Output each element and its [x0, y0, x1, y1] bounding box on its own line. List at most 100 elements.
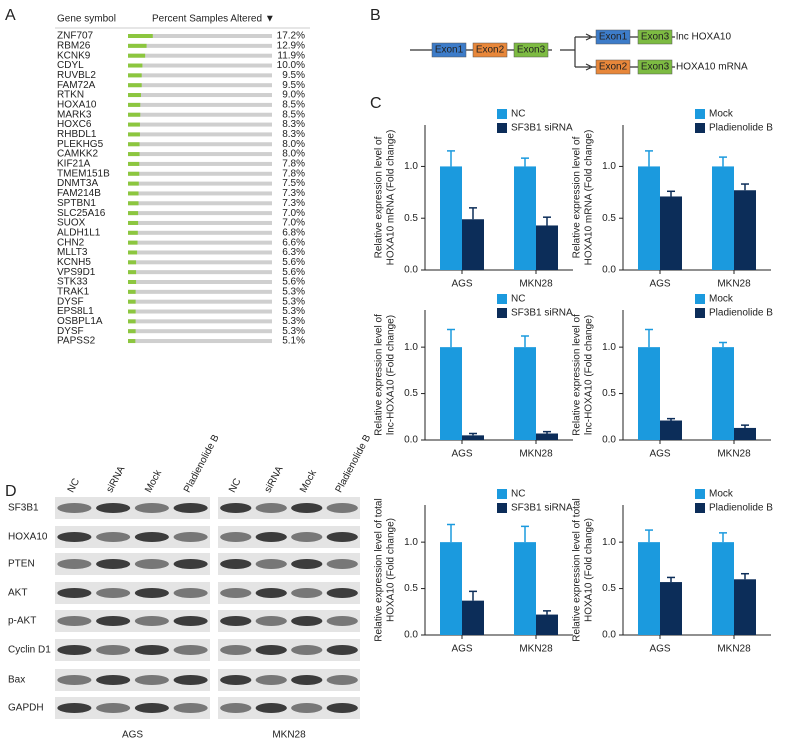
bar: [536, 614, 558, 635]
bar: [128, 73, 142, 78]
blot-band: [96, 532, 131, 542]
exon-box: [637, 59, 673, 75]
gene-label: DYSF: [57, 296, 84, 307]
blot-band: [173, 503, 208, 513]
bar: [128, 83, 142, 88]
value-label: 5.6%: [282, 277, 305, 288]
legend-swatch: [695, 123, 705, 133]
gene-label: RHBDL1: [57, 129, 97, 140]
exon-box: [513, 42, 549, 58]
gene-label: TMEM151B: [57, 168, 110, 179]
legend-swatch: [695, 489, 705, 499]
legend-label: Pladienolide B: [709, 503, 773, 514]
gene-label: OSBPL1A: [57, 316, 103, 327]
y-tick-label: 0.5: [404, 213, 418, 224]
column-header: Percent Samples Altered ▼: [152, 14, 275, 25]
x-tick-label: AGS: [649, 644, 670, 655]
blot-strip: [55, 526, 210, 548]
value-label: 7.5%: [282, 178, 305, 189]
gene-label: CDYL: [57, 60, 84, 71]
exon-box: [472, 42, 508, 58]
protein-label: HOXA10: [8, 532, 48, 543]
y-axis-label: Relative expression level of total: [572, 498, 583, 641]
x-tick-label: MKN28: [519, 449, 553, 460]
blot-band: [96, 616, 131, 626]
blot-strip: [55, 669, 210, 691]
bar: [128, 270, 137, 275]
y-tick-label: 0.0: [404, 435, 418, 446]
bar: [462, 600, 484, 635]
bar: [440, 347, 462, 440]
track: [128, 122, 272, 127]
gene-label: RBM26: [57, 40, 91, 51]
gene-label: FAM214B: [57, 188, 101, 199]
value-label: 7.8%: [282, 159, 305, 170]
gene-label: DYSF: [57, 326, 84, 337]
value-label: 11.9%: [277, 50, 305, 61]
blot-strip: [55, 697, 210, 719]
bar: [462, 219, 484, 270]
blot-strip: [218, 526, 360, 548]
bar: [128, 220, 139, 225]
blot-band: [326, 503, 358, 513]
gene-label: DNMT3A: [57, 178, 98, 189]
bar: [734, 190, 756, 270]
blot-band: [220, 532, 252, 542]
bar: [514, 347, 536, 440]
blot-band: [326, 675, 358, 685]
blot-band: [255, 503, 287, 513]
blot-band: [57, 532, 92, 542]
bar: [660, 196, 682, 270]
y-axis-label: HOXA10 mRNA (Fold change): [584, 130, 595, 266]
gene-label: MARK3: [57, 109, 92, 120]
bar: [712, 542, 734, 635]
track: [128, 309, 272, 314]
track: [128, 142, 272, 147]
bar: [440, 166, 462, 270]
bar: [128, 230, 138, 235]
track: [128, 299, 272, 304]
blot-band: [134, 532, 169, 542]
protein-label: GAPDH: [8, 703, 44, 714]
blot-band: [291, 645, 323, 655]
track: [128, 102, 272, 107]
blot-band: [326, 703, 358, 713]
group-label: MKN28: [272, 730, 306, 741]
blot-strip: [55, 610, 210, 632]
bar: [128, 53, 146, 58]
y-tick-label: 1.0: [602, 342, 616, 353]
bar: [128, 191, 139, 196]
blot-band: [255, 559, 287, 569]
value-label: 9.5%: [282, 70, 305, 81]
blot-band: [57, 703, 92, 713]
value-label: 5.6%: [282, 267, 305, 278]
value-label: 7.0%: [282, 218, 305, 229]
exon-label: Exon3: [517, 45, 546, 56]
y-tick-label: 0.5: [404, 583, 418, 594]
bar: [712, 347, 734, 440]
legend-label: SF3B1 siRNA: [511, 308, 573, 319]
gene-label: SLC25A16: [57, 208, 106, 219]
x-tick-label: AGS: [451, 279, 472, 290]
blot-band: [96, 703, 131, 713]
legend-swatch: [497, 109, 507, 119]
exon-box: [595, 29, 631, 45]
legend-label: NC: [511, 489, 525, 500]
value-label: 6.8%: [282, 227, 305, 238]
y-tick-label: 0.0: [602, 265, 616, 276]
bar: [128, 309, 136, 314]
exon-box: [637, 29, 673, 45]
gene-label: HOXA10: [57, 100, 97, 111]
track: [128, 270, 272, 275]
gene-label: RTKN: [57, 90, 84, 101]
track: [128, 211, 272, 216]
bar: [128, 181, 139, 186]
gene-label: HOXC6: [57, 119, 92, 130]
blot-strip: [55, 497, 210, 519]
track: [128, 280, 272, 284]
legend-label: Pladienolide B: [709, 123, 773, 134]
gene-label: PLEKHG5: [57, 139, 104, 150]
transcript-label: HOXA10 mRNA: [676, 62, 748, 73]
bar: [660, 582, 682, 635]
panel-letter: C: [370, 95, 382, 112]
